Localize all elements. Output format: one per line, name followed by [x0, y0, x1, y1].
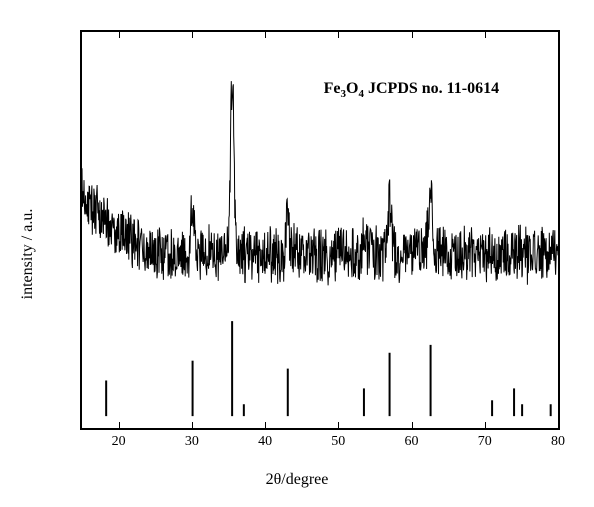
x-tick: [412, 422, 413, 428]
reference-label: Fe3O4 JCPDS no. 11-0614: [324, 80, 499, 100]
x-tick-label: 80: [551, 434, 565, 450]
x-tick: [558, 422, 559, 428]
x-tick-label: 30: [185, 434, 199, 450]
x-tick-label: 60: [405, 434, 419, 450]
x-tick: [485, 422, 486, 428]
x-tick: [558, 32, 559, 38]
x-tick: [485, 32, 486, 38]
x-tick: [192, 422, 193, 428]
y-axis-label: intensity / a.u.: [19, 208, 37, 299]
x-tick-label: 50: [331, 434, 345, 450]
x-tick: [338, 32, 339, 38]
x-tick: [265, 422, 266, 428]
x-axis-label: 2θ/degree: [266, 471, 329, 489]
x-tick: [265, 32, 266, 38]
x-tick-label: 20: [112, 434, 126, 450]
x-tick: [119, 32, 120, 38]
x-tick: [119, 422, 120, 428]
plot-area: Fe3O4 JCPDS no. 11-0614: [80, 30, 560, 430]
x-tick: [192, 32, 193, 38]
xrd-figure: Fe3O4 JCPDS no. 11-0614 20 30 40 50 60 70 80 i…: [0, 0, 594, 507]
x-tick-label: 70: [478, 434, 492, 450]
x-tick: [338, 422, 339, 428]
x-tick: [412, 32, 413, 38]
x-tick-label: 40: [258, 434, 272, 450]
